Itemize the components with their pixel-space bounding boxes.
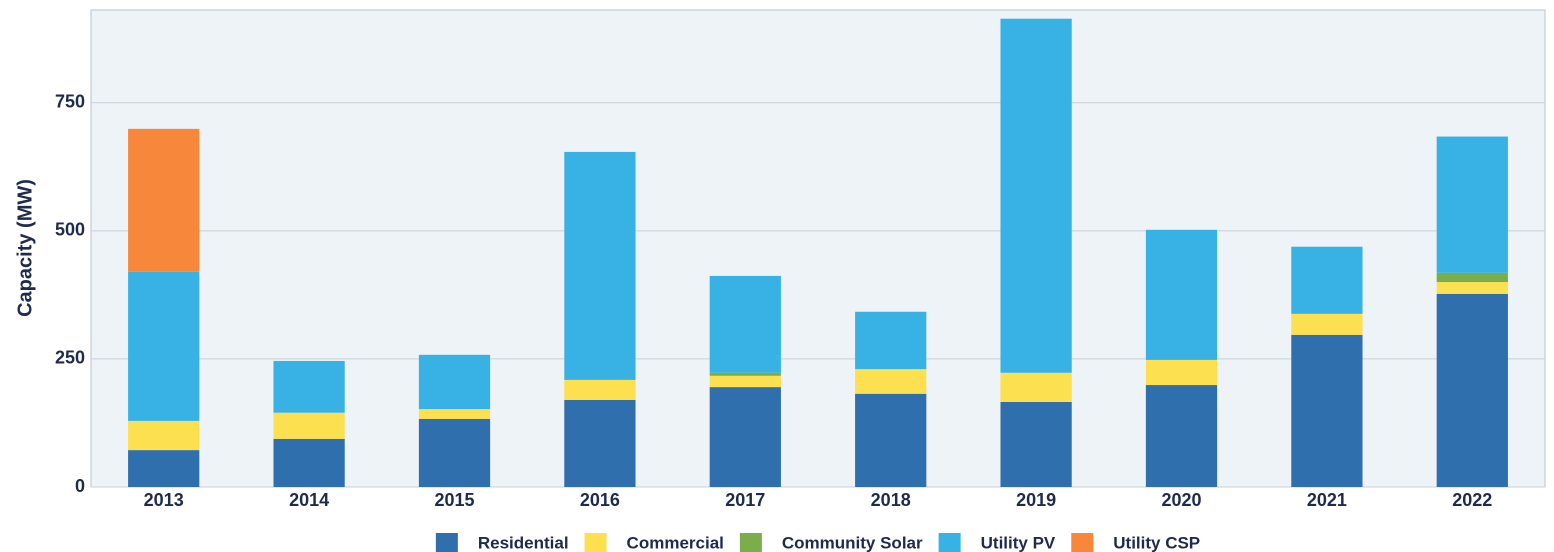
legend-swatch — [584, 533, 607, 552]
x-tick-label: 2019 — [1016, 490, 1056, 510]
bar-segment — [418, 354, 491, 410]
bar-segment — [1145, 229, 1218, 360]
bar-segment — [1145, 359, 1218, 386]
legend-label: Residential — [478, 533, 569, 552]
legend-swatch — [938, 533, 961, 552]
x-tick-label: 2020 — [1161, 490, 1201, 510]
bar-segment — [273, 438, 345, 487]
x-tick-label: 2021 — [1307, 490, 1347, 510]
x-tick-label: 2018 — [871, 490, 911, 510]
legend-label: Utility CSP — [1113, 533, 1200, 552]
bar-segment — [709, 387, 781, 487]
y-tick-label: 0 — [75, 476, 85, 496]
y-tick-label: 750 — [55, 91, 85, 111]
bar-segment — [1436, 272, 1508, 283]
bar-segment — [709, 375, 781, 388]
bar-segment — [1291, 313, 1363, 335]
bar-segment — [1291, 246, 1363, 314]
bar-segment — [1000, 372, 1072, 402]
bar-segment — [1000, 18, 1072, 373]
legend-swatch — [435, 533, 458, 552]
legend-swatch — [739, 533, 762, 552]
y-axis-label: Capacity (MW) — [14, 179, 36, 317]
y-tick-label: 250 — [55, 348, 85, 368]
bar-segment — [128, 128, 200, 272]
bar-segment — [1436, 282, 1508, 294]
bar-segment — [128, 450, 200, 487]
bar-segment — [1291, 334, 1363, 487]
bar-segment — [709, 372, 781, 376]
legend-label: Utility PV — [981, 533, 1056, 552]
bar-segment — [418, 418, 491, 487]
x-tick-label: 2013 — [144, 490, 184, 510]
bar-segment — [564, 399, 636, 487]
y-tick-label: 500 — [55, 220, 85, 240]
x-tick-label: 2016 — [580, 490, 620, 510]
bar-segment — [273, 360, 345, 413]
legend-label: Community Solar — [782, 533, 923, 552]
bar-segment — [855, 311, 927, 370]
legend-swatch — [1071, 533, 1094, 552]
bar-segment — [1436, 293, 1508, 487]
bar-segment — [1436, 136, 1508, 273]
bar-segment — [273, 412, 345, 439]
x-tick-label: 2015 — [434, 490, 474, 510]
bar-segment — [855, 393, 927, 487]
bar-segment — [418, 409, 491, 419]
bar-segment — [564, 379, 636, 400]
bar-segment — [128, 420, 200, 451]
bar-segment — [709, 275, 781, 373]
x-tick-label: 2022 — [1452, 490, 1492, 510]
bar-segment — [1000, 401, 1072, 487]
x-tick-label: 2014 — [289, 490, 329, 510]
x-tick-label: 2017 — [725, 490, 765, 510]
bar-segment — [128, 271, 200, 421]
bar-segment — [855, 369, 927, 394]
bar-segment — [1145, 385, 1218, 487]
bar-segment — [564, 151, 636, 380]
legend-label: Commercial — [627, 533, 724, 552]
